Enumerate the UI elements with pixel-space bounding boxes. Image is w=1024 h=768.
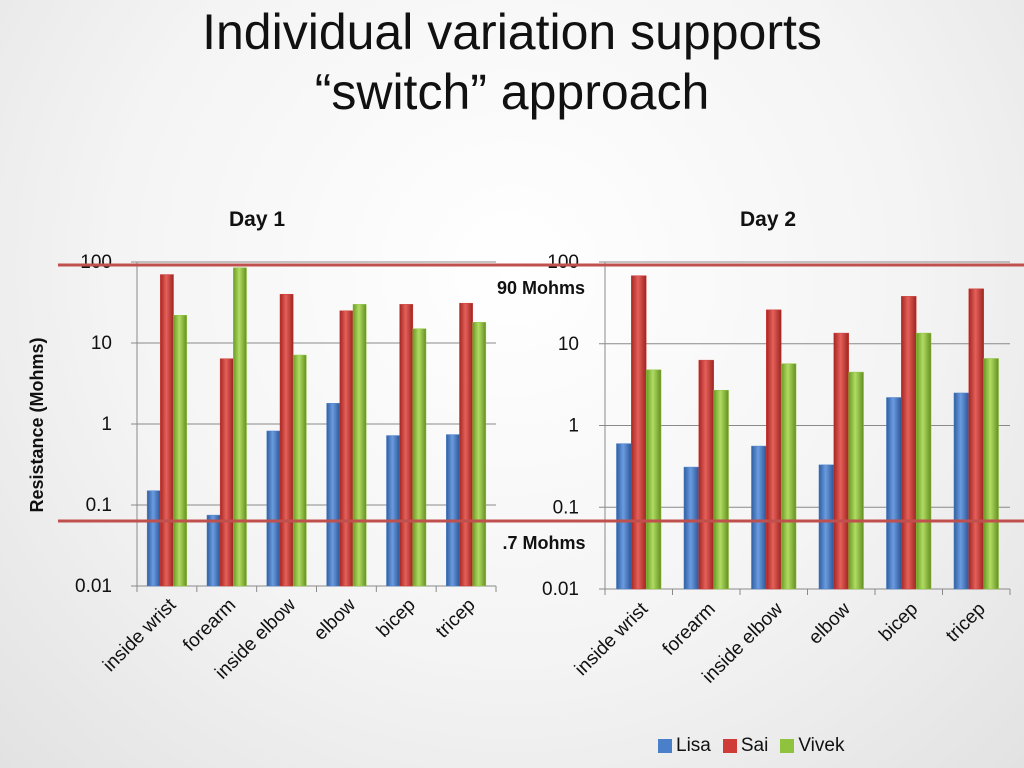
bar-sai-bicep — [901, 296, 917, 590]
bar-sai-inside-wrist — [631, 275, 647, 590]
legend-label-vivek: Vivek — [798, 735, 845, 756]
y-tick-label: 0.01 — [75, 576, 112, 597]
bar-sai-tricep — [459, 302, 473, 587]
bar-lisa-tricep — [446, 434, 460, 587]
legend-item-vivek: Vivek — [780, 735, 844, 757]
legend-item-sai: Sai — [722, 735, 769, 757]
bar-lisa-bicep — [886, 397, 902, 590]
legend-swatch-vivek — [780, 739, 795, 753]
bar-vivek-forearm — [713, 389, 729, 590]
bar-sai-inside-wrist — [160, 274, 174, 587]
chart-title-day-1: Day 1 — [229, 208, 285, 231]
legend: Lisa Sai Vivek — [658, 735, 844, 757]
annotation-90-mohms: 90 Mohms — [497, 278, 585, 298]
bar-lisa-bicep — [386, 435, 400, 587]
legend-swatch-sai — [722, 739, 737, 753]
slide-title-line-2: “switch” approach — [314, 64, 710, 120]
bar-lisa-inside-wrist — [616, 443, 632, 590]
bar-lisa-inside-wrist — [146, 490, 161, 587]
y-tick-label: 0.1 — [553, 497, 579, 518]
x-tick-label-forearm: forearm — [179, 595, 240, 656]
x-tick-label-inside-wrist: inside wrist — [571, 598, 653, 680]
legend-swatch-lisa — [658, 739, 672, 753]
y-tick-label: 10 — [558, 334, 579, 355]
x-tick-label-elbow: elbow — [805, 598, 855, 648]
y-tick-label: 100 — [80, 252, 112, 273]
slide-title-line-1: Individual variation supports — [202, 4, 822, 60]
bar-vivek-inside-elbow — [292, 354, 307, 587]
annotation-0.7-mohms: .7 Mohms — [502, 533, 585, 553]
bar-vivek-bicep — [412, 328, 427, 587]
x-tick-label-elbow: elbow — [310, 594, 360, 644]
x-tick-label-tricep: tricep — [432, 595, 480, 643]
bar-sai-elbow — [339, 310, 354, 587]
x-tick-label-tricep: tricep — [942, 599, 990, 647]
bar-lisa-elbow — [326, 403, 341, 587]
y-tick-label: 0.1 — [86, 495, 112, 516]
chart-title-day-2: Day 2 — [740, 208, 796, 231]
bar-vivek-inside-wrist — [173, 315, 187, 587]
bar-sai-forearm — [219, 358, 234, 587]
bar-lisa-elbow — [818, 464, 835, 590]
bar-sai-tricep — [968, 288, 984, 590]
y-tick-label: 10 — [91, 333, 112, 354]
legend-item-lisa: Lisa — [658, 735, 711, 757]
bar-lisa-tricep — [953, 392, 970, 590]
bar-vivek-elbow — [352, 304, 367, 587]
bar-vivek-tricep — [983, 358, 999, 590]
bar-lisa-forearm — [683, 466, 700, 590]
bar-vivek-elbow — [848, 371, 864, 590]
bar-lisa-inside-elbow — [266, 430, 281, 587]
bar-lisa-inside-elbow — [751, 445, 767, 590]
x-tick-label-forearm: forearm — [659, 599, 720, 660]
x-tick-label-inside-wrist: inside wrist — [99, 594, 181, 676]
bar-lisa-forearm — [206, 514, 221, 587]
y-tick-label: 1 — [568, 416, 579, 437]
x-tick-label-bicep: bicep — [875, 599, 922, 646]
x-tick-label-bicep: bicep — [373, 595, 420, 642]
bar-sai-inside-elbow — [766, 309, 782, 590]
y-tick-label: 0.01 — [542, 579, 579, 600]
y-tick-label: 100 — [547, 252, 579, 273]
y-tick-label: 1 — [101, 414, 112, 435]
bar-vivek-inside-wrist — [645, 369, 662, 590]
legend-label-sai: Sai — [740, 735, 769, 756]
bar-vivek-bicep — [915, 332, 932, 590]
bar-sai-forearm — [698, 359, 714, 590]
legend-label-lisa: Lisa — [676, 735, 711, 756]
y-axis-label: Resistance (Mohms) — [27, 337, 47, 512]
bar-vivek-forearm — [233, 267, 247, 587]
bar-sai-inside-elbow — [279, 293, 294, 587]
bar-vivek-inside-elbow — [780, 363, 797, 590]
bar-sai-bicep — [399, 304, 414, 587]
slide-title: Individual variation supports “switch” a… — [0, 2, 1024, 122]
bar-vivek-tricep — [472, 322, 487, 587]
bar-sai-elbow — [833, 332, 849, 590]
